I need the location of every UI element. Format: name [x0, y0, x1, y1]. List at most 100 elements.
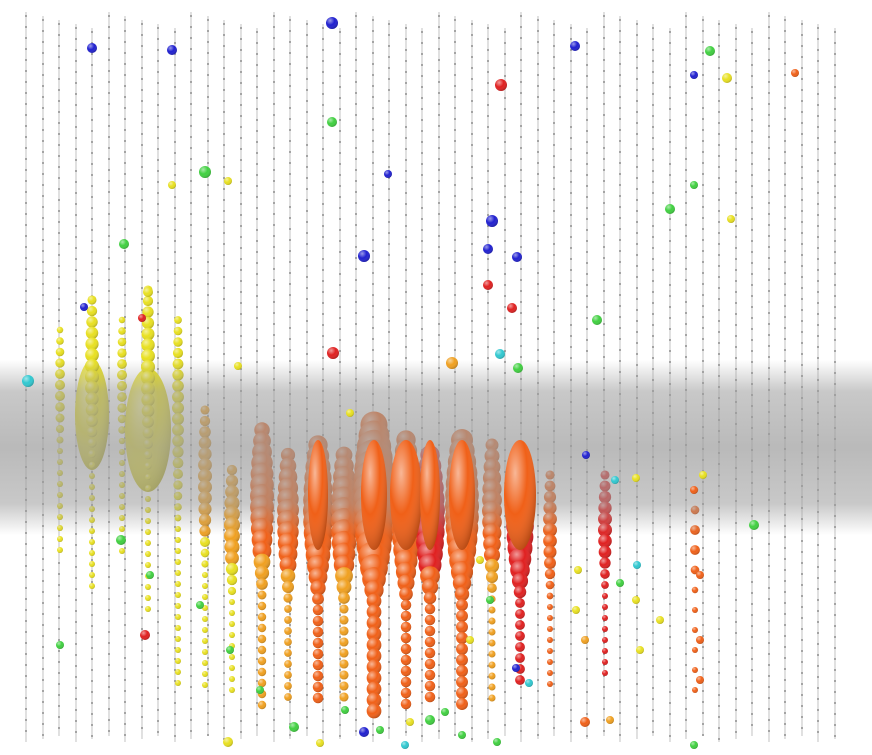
- optical-module: [207, 272, 209, 274]
- optical-module: [157, 302, 159, 304]
- optical-module: [438, 345, 440, 347]
- optical-module: [636, 221, 638, 223]
- optical-module: [58, 45, 60, 47]
- optical-module: [141, 551, 143, 553]
- hit-spheres-front: [22, 17, 799, 749]
- hit-sphere-shading: [633, 561, 641, 569]
- optical-module: [91, 647, 93, 649]
- optical-module: [355, 158, 357, 160]
- optical-module: [306, 331, 308, 333]
- optical-module: [388, 606, 390, 608]
- hit-sphere-shading: [602, 615, 608, 621]
- hit-sphere-shading: [284, 660, 292, 668]
- hit-sphere-shading: [89, 561, 95, 567]
- optical-module: [438, 730, 440, 732]
- optical-module: [553, 672, 555, 674]
- optical-module: [454, 602, 456, 604]
- hit-sphere-shading: [476, 556, 484, 564]
- optical-module: [834, 185, 836, 187]
- optical-module: [817, 203, 819, 205]
- optical-module: [157, 555, 159, 557]
- optical-module: [685, 180, 687, 182]
- optical-module: [669, 218, 671, 220]
- optical-module: [240, 159, 242, 161]
- hit-sphere-shading: [602, 659, 608, 665]
- optical-module: [817, 687, 819, 689]
- optical-module: [306, 342, 308, 344]
- optical-module: [520, 169, 522, 171]
- optical-module: [289, 162, 291, 164]
- optical-module: [58, 155, 60, 157]
- optical-module: [735, 192, 737, 194]
- optical-module: [207, 602, 209, 604]
- optical-module: [801, 56, 803, 58]
- optical-module: [289, 305, 291, 307]
- optical-module: [339, 680, 341, 682]
- optical-module: [586, 152, 588, 154]
- optical-module: [603, 312, 605, 314]
- optical-module: [273, 576, 275, 578]
- optical-module: [273, 268, 275, 270]
- hit-sphere-shading: [543, 545, 557, 559]
- optical-module: [652, 313, 654, 315]
- optical-module: [570, 203, 572, 205]
- optical-module: [273, 81, 275, 83]
- hit-sphere-shading: [56, 641, 64, 649]
- optical-module: [504, 625, 506, 627]
- optical-module: [834, 735, 836, 737]
- optical-module: [718, 122, 720, 124]
- optical-module: [355, 345, 357, 347]
- optical-module: [817, 588, 819, 590]
- optical-module: [42, 228, 44, 230]
- optical-module: [223, 331, 225, 333]
- optical-module: [108, 48, 110, 50]
- optical-module: [801, 672, 803, 674]
- hit-sphere-shading: [202, 660, 208, 666]
- optical-module: [685, 312, 687, 314]
- optical-module: [702, 151, 704, 153]
- optical-module: [124, 316, 126, 318]
- hit-sphere-shading: [284, 638, 292, 646]
- optical-module: [718, 650, 720, 652]
- optical-module: [124, 547, 126, 549]
- optical-module: [784, 547, 786, 549]
- optical-module: [273, 70, 275, 72]
- optical-module: [355, 92, 357, 94]
- optical-module: [619, 41, 621, 43]
- optical-module: [289, 19, 291, 21]
- optical-module: [388, 331, 390, 333]
- optical-module: [801, 210, 803, 212]
- optical-module: [141, 617, 143, 619]
- optical-module: [801, 177, 803, 179]
- optical-module: [751, 328, 753, 330]
- optical-module: [685, 257, 687, 259]
- optical-module: [190, 686, 192, 688]
- optical-module: [438, 59, 440, 61]
- optical-module: [586, 317, 588, 319]
- optical-module: [636, 166, 638, 168]
- optical-module: [537, 52, 539, 54]
- optical-module: [586, 130, 588, 132]
- optical-module: [586, 295, 588, 297]
- optical-module: [504, 218, 506, 220]
- hit-sphere-shading: [359, 727, 369, 737]
- optical-module: [190, 103, 192, 105]
- optical-module: [718, 573, 720, 575]
- optical-module: [157, 665, 159, 667]
- hit-sphere-shading: [401, 741, 409, 749]
- optical-module: [735, 49, 737, 51]
- optical-module: [42, 712, 44, 714]
- optical-module: [256, 713, 258, 715]
- optical-module: [619, 217, 621, 219]
- optical-module: [570, 60, 572, 62]
- optical-module: [388, 639, 390, 641]
- hit-sphere-shading: [606, 716, 614, 724]
- hit-sphere-shading: [326, 17, 338, 29]
- optical-module: [207, 646, 209, 648]
- optical-module: [256, 130, 258, 132]
- optical-module: [174, 152, 176, 154]
- optical-module: [190, 279, 192, 281]
- optical-module: [636, 188, 638, 190]
- optical-module: [108, 587, 110, 589]
- optical-module: [339, 196, 341, 198]
